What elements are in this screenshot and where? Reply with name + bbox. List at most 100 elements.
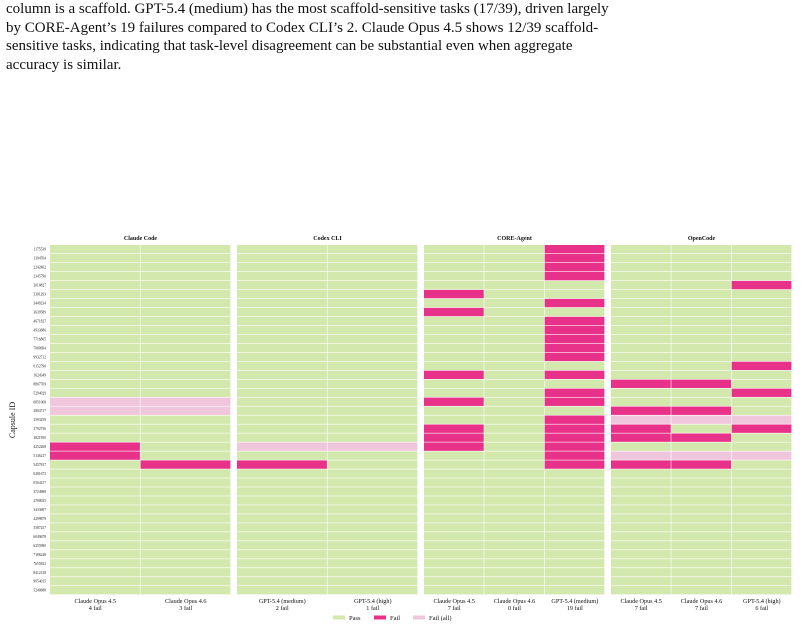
cell-pass bbox=[327, 325, 418, 335]
cell-pass bbox=[237, 334, 327, 344]
cell-pass bbox=[424, 451, 484, 460]
cell-pass bbox=[237, 370, 327, 380]
y-tick-label: 3821950 bbox=[33, 436, 46, 440]
cell-pass bbox=[140, 307, 231, 317]
cell-pass bbox=[424, 469, 484, 478]
cell-pass bbox=[140, 568, 231, 577]
cell-pass bbox=[327, 415, 418, 424]
cell-pass bbox=[671, 262, 732, 272]
y-tick-label: 1394704 bbox=[33, 257, 46, 261]
paper-paragraph: column is a scaffold. GPT-5.4 (medium) h… bbox=[6, 0, 802, 74]
cell-pass bbox=[424, 478, 484, 487]
cell-pass bbox=[671, 568, 732, 577]
cell-pass bbox=[140, 478, 231, 487]
legend-label: Pass bbox=[349, 615, 361, 622]
cell-pass bbox=[424, 505, 484, 514]
cell-pass bbox=[140, 343, 231, 353]
cell-fail-all bbox=[611, 415, 671, 424]
y-tick-label: 0152790 bbox=[33, 364, 46, 368]
cell-pass bbox=[327, 298, 418, 308]
cell-pass bbox=[50, 352, 140, 362]
cell-pass bbox=[611, 388, 671, 397]
legend-swatch bbox=[333, 615, 345, 620]
cell-pass bbox=[484, 586, 545, 595]
cell-pass bbox=[484, 550, 545, 559]
cell-pass bbox=[140, 433, 231, 442]
cell-pass bbox=[731, 496, 792, 505]
cell-pass bbox=[237, 307, 327, 317]
y-tick-label: 6255990 bbox=[33, 544, 46, 548]
cell-fail-all bbox=[50, 406, 140, 415]
cell-pass bbox=[327, 280, 418, 290]
cell-pass bbox=[50, 487, 140, 496]
cell-fail-all bbox=[140, 406, 231, 415]
cell-pass bbox=[237, 550, 327, 559]
cell-pass bbox=[731, 245, 792, 254]
cell-fail bbox=[611, 379, 671, 388]
cell-pass bbox=[671, 532, 732, 541]
cell-fail bbox=[140, 460, 231, 469]
cell-pass bbox=[484, 280, 545, 290]
cell-pass bbox=[671, 496, 732, 505]
cell-pass bbox=[544, 532, 605, 541]
cell-pass bbox=[50, 316, 140, 326]
cell-fail bbox=[731, 424, 792, 433]
cell-pass bbox=[140, 451, 231, 460]
cell-pass bbox=[327, 550, 418, 559]
cell-pass bbox=[327, 514, 418, 523]
cell-pass bbox=[140, 442, 231, 451]
cell-pass bbox=[671, 271, 732, 281]
cell-pass bbox=[327, 245, 418, 254]
cell-pass bbox=[544, 514, 605, 523]
cell-pass bbox=[424, 253, 484, 263]
cell-pass bbox=[424, 460, 484, 469]
cell-pass bbox=[484, 577, 545, 586]
cell-pass bbox=[484, 442, 545, 451]
x-tick-fail-count: 7 fail bbox=[695, 605, 708, 612]
paragraph-line: accuracy is similar. bbox=[6, 56, 122, 73]
cell-pass bbox=[611, 262, 671, 272]
cell-fail-all bbox=[731, 451, 792, 460]
cell-pass bbox=[611, 550, 671, 559]
cell-pass bbox=[611, 478, 671, 487]
cell-pass bbox=[611, 307, 671, 317]
cell-pass bbox=[327, 478, 418, 487]
y-tick-label: 9054015 bbox=[33, 580, 46, 584]
cell-pass bbox=[484, 433, 545, 442]
cell-pass bbox=[50, 343, 140, 353]
cell-fail-all bbox=[671, 415, 732, 424]
cell-pass bbox=[140, 262, 231, 272]
cell-pass bbox=[731, 352, 792, 362]
cell-fail bbox=[544, 442, 605, 451]
cell-fail bbox=[544, 262, 605, 272]
cell-pass bbox=[424, 280, 484, 290]
cell-pass bbox=[731, 568, 792, 577]
cell-pass bbox=[731, 505, 792, 514]
cell-pass bbox=[50, 361, 140, 371]
cell-pass bbox=[731, 442, 792, 451]
cell-pass bbox=[731, 262, 792, 272]
cell-pass bbox=[424, 496, 484, 505]
x-tick-model: GPT-5.4 (high) bbox=[743, 598, 781, 605]
cell-pass bbox=[327, 334, 418, 344]
x-tick-fail-count: 6 fail bbox=[755, 605, 768, 612]
cell-pass bbox=[671, 469, 732, 478]
cell-pass bbox=[544, 307, 605, 317]
cell-pass bbox=[671, 343, 732, 353]
cell-pass bbox=[424, 271, 484, 281]
cell-pass bbox=[424, 568, 484, 577]
x-tick-model: Claude Opus 4.6 bbox=[494, 598, 535, 605]
cell-pass bbox=[50, 550, 140, 559]
cell-pass bbox=[424, 379, 484, 388]
panel-title: Codex CLI bbox=[313, 236, 342, 242]
cell-pass bbox=[237, 586, 327, 595]
y-tick-label: 2242462 bbox=[33, 266, 46, 270]
cell-pass bbox=[140, 577, 231, 586]
cell-pass bbox=[611, 586, 671, 595]
y-tick-label: 4671827 bbox=[33, 319, 46, 323]
x-tick-model: Claude Opus 4.5 bbox=[75, 598, 116, 605]
cell-pass bbox=[424, 541, 484, 550]
cell-pass bbox=[327, 532, 418, 541]
cell-pass bbox=[484, 460, 545, 469]
cell-pass bbox=[611, 352, 671, 362]
